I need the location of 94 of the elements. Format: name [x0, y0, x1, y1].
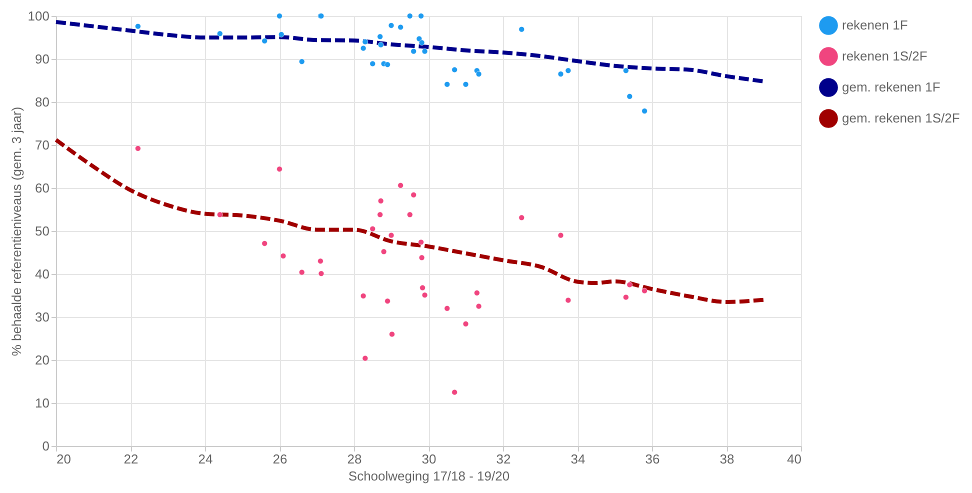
point — [388, 232, 394, 238]
x-tick-label: 40 — [787, 452, 802, 466]
point — [318, 270, 324, 276]
point — [262, 240, 268, 246]
point — [276, 13, 282, 19]
point — [518, 26, 525, 32]
legend-label: gem. rekenen 1S/2F — [842, 110, 960, 126]
point — [380, 248, 387, 255]
point — [378, 198, 384, 204]
y-tick-label: 50 — [35, 224, 50, 238]
point — [378, 42, 384, 48]
point — [318, 258, 324, 264]
x-tick-label: 28 — [347, 452, 362, 466]
point — [623, 294, 629, 300]
point — [398, 182, 404, 188]
point — [298, 58, 305, 64]
point — [370, 226, 376, 232]
point — [388, 22, 394, 28]
legend-label: gem. rekenen 1F — [842, 80, 940, 94]
point — [422, 292, 428, 298]
point — [462, 81, 469, 88]
point — [217, 212, 223, 218]
point — [262, 38, 268, 44]
point — [384, 62, 390, 68]
point — [558, 232, 564, 238]
point — [476, 71, 482, 77]
x-tick-label: 24 — [198, 452, 213, 466]
point — [476, 303, 482, 310]
point — [420, 284, 426, 291]
point — [362, 355, 368, 362]
point — [135, 146, 141, 152]
point — [360, 45, 366, 52]
x-axis-title: Schoolweging 17/18 - 19/20 — [348, 468, 510, 484]
point — [377, 34, 383, 40]
point — [398, 24, 404, 30]
y-tick-label: 100 — [28, 8, 50, 24]
point — [626, 282, 633, 288]
x-tick-label: 36 — [645, 452, 660, 466]
point — [422, 48, 428, 54]
legend-label: rekenen 1S/2F — [842, 48, 928, 64]
point — [217, 30, 223, 37]
point — [642, 108, 648, 114]
point — [370, 60, 376, 67]
x-tick-label: 22 — [124, 452, 138, 466]
point — [410, 48, 416, 54]
point — [410, 192, 416, 198]
point — [452, 66, 458, 73]
point — [444, 81, 450, 88]
point — [462, 320, 469, 327]
point — [474, 290, 480, 296]
point — [276, 166, 282, 172]
point — [377, 212, 383, 218]
point — [384, 298, 390, 304]
x-tick-label: 26 — [272, 452, 288, 466]
x-tick-label: 38 — [720, 452, 734, 466]
y-tick-label: 0 — [42, 438, 50, 454]
point — [626, 94, 633, 100]
y-tick-label: 70 — [35, 138, 50, 152]
point — [623, 68, 629, 74]
point — [565, 68, 572, 74]
y-tick-label: 90 — [35, 52, 50, 66]
point — [565, 297, 572, 304]
point — [280, 253, 286, 259]
point — [418, 40, 425, 46]
point — [406, 13, 413, 19]
y-tick-label: 30 — [35, 310, 50, 324]
point — [418, 13, 424, 19]
point — [642, 288, 648, 294]
x-tick-label: 34 — [570, 452, 586, 466]
point — [418, 239, 424, 246]
point — [418, 254, 425, 261]
x-tick-label: 30 — [422, 452, 436, 466]
point — [452, 389, 458, 396]
point — [360, 293, 366, 299]
point — [298, 269, 305, 276]
y-tick-label: 80 — [35, 94, 50, 110]
line-series — [54, 20, 766, 84]
x-tick-label: 32 — [496, 452, 511, 466]
point — [389, 331, 395, 338]
line-series — [54, 138, 766, 304]
y-axis-title: % behaalde referentieniveaus (gem. 3 jaar) — [8, 106, 24, 356]
y-tick-label: 10 — [35, 396, 50, 410]
point — [558, 71, 564, 77]
point — [444, 306, 450, 312]
point — [278, 32, 284, 38]
point — [518, 214, 525, 221]
y-tick-label: 40 — [35, 266, 50, 282]
point — [362, 38, 368, 45]
y-tick-label: 60 — [35, 180, 50, 196]
y-tick-label: 20 — [35, 352, 50, 368]
point — [135, 23, 141, 30]
x-tick-label: 20 — [56, 452, 71, 466]
legend-label: rekenen 1F — [842, 18, 908, 32]
point — [406, 212, 413, 218]
